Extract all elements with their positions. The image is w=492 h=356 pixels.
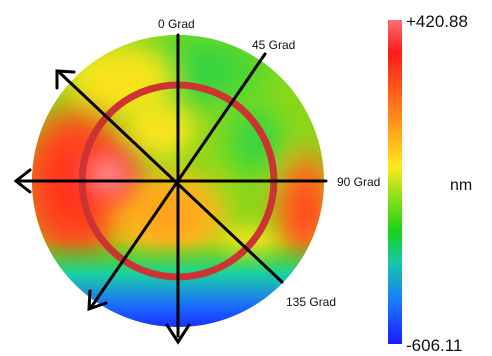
label-45-grad: 45 Grad xyxy=(252,38,295,52)
colorbar-min-label: -606.11 xyxy=(406,336,462,355)
arrowhead-upper-left xyxy=(55,69,76,90)
label-135-grad: 135 Grad xyxy=(286,295,336,309)
label-90-grad: 90 Grad xyxy=(337,175,380,189)
colorbar: +420.88 -606.11 nm xyxy=(388,12,472,355)
colorbar-unit-label: nm xyxy=(450,177,472,194)
direction-axes xyxy=(13,33,328,345)
arrowhead-lower-left xyxy=(87,289,108,312)
axis-45-deg xyxy=(90,52,267,308)
arrowhead-left xyxy=(13,168,32,194)
label-0-grad: 0 Grad xyxy=(158,17,195,31)
colorbar-gradient xyxy=(388,20,402,344)
map-hot-spot xyxy=(66,137,150,213)
map-blue-bottom-region xyxy=(32,240,324,327)
colorbar-max-label: +420.88 xyxy=(406,12,468,31)
arrowhead-bottom xyxy=(165,323,191,345)
axis-135-deg xyxy=(58,71,284,284)
surface-map xyxy=(32,35,324,327)
